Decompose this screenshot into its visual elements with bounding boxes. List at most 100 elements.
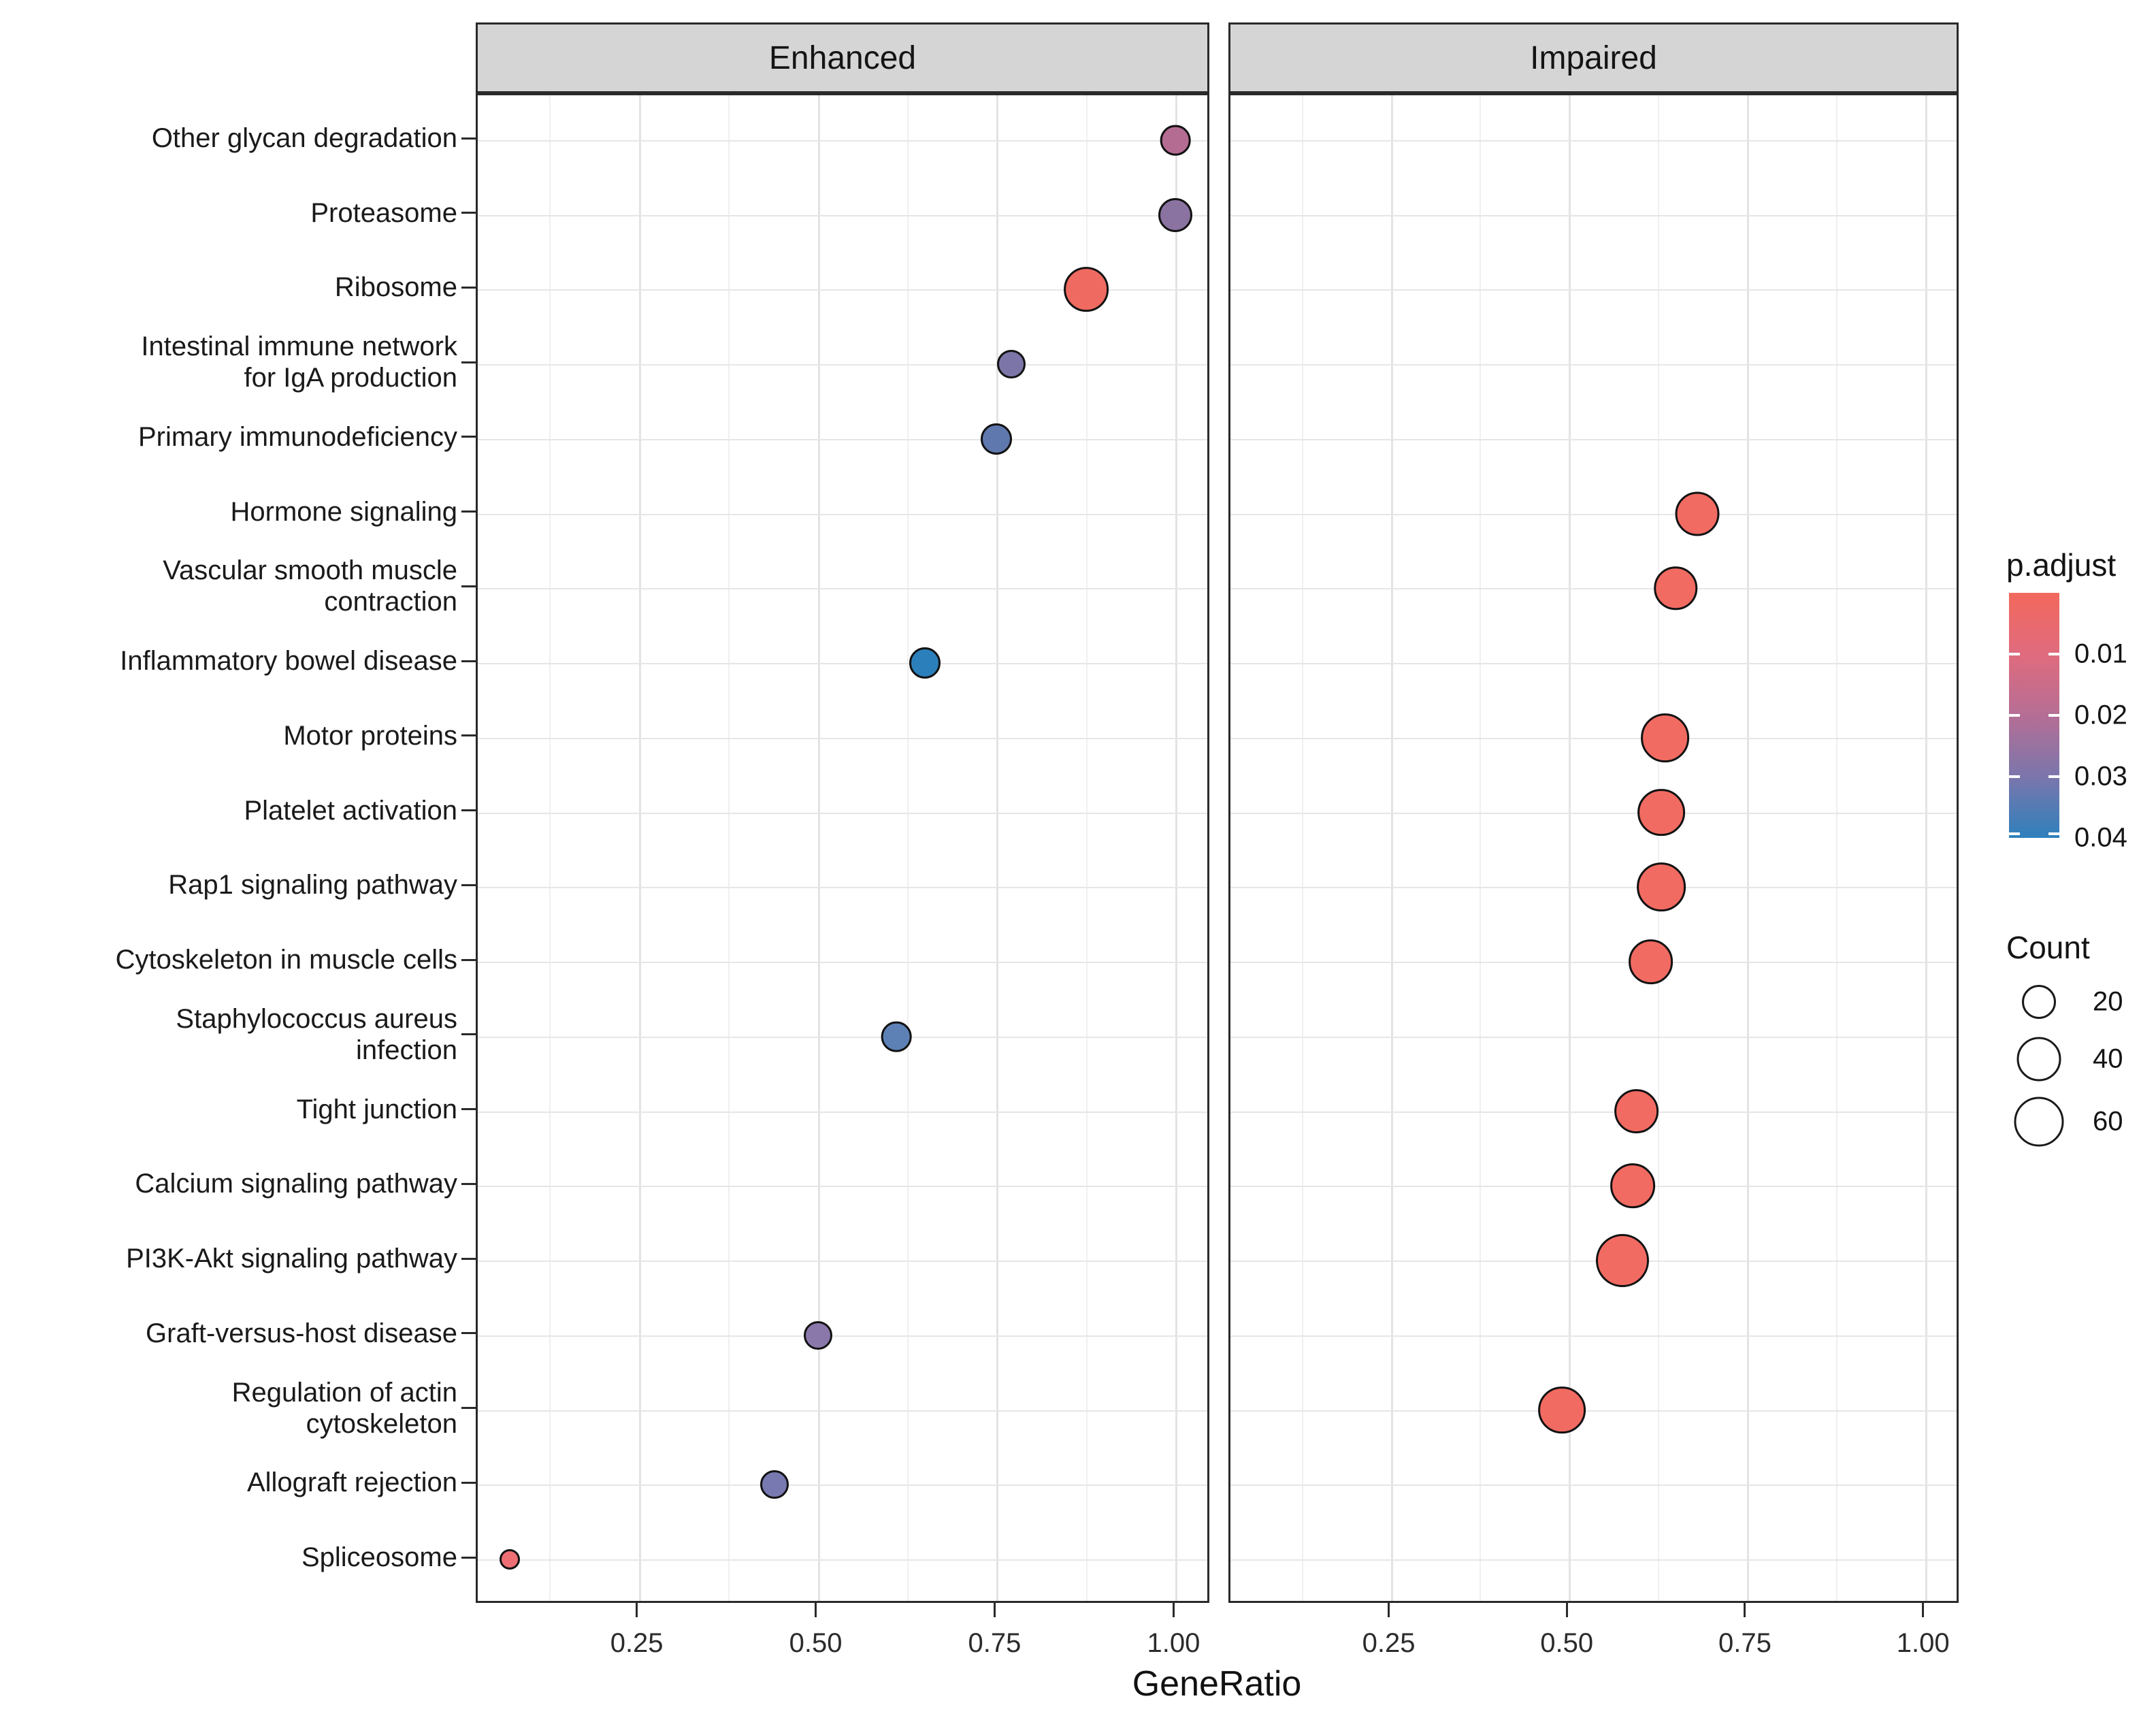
gridline-row [478, 737, 1207, 739]
gradient-tick-mark [2048, 832, 2059, 835]
gridline-row [478, 1036, 1207, 1038]
data-point [500, 1549, 521, 1570]
y-tick-mark [461, 958, 476, 961]
y-tick-mark [461, 1033, 476, 1036]
x-tick-mark [1172, 1603, 1175, 1617]
y-tick-mark [461, 1332, 476, 1335]
gridline-row [1230, 1410, 1957, 1412]
y-axis-label: Motor proteins [283, 720, 457, 751]
gradient-tick-mark [2009, 653, 2020, 655]
data-point [1537, 1386, 1586, 1434]
gridline-row [478, 140, 1207, 142]
legend-padjust-value: 0.01 [2074, 638, 2127, 669]
x-tick-label: 0.25 [610, 1628, 664, 1658]
gridline-row [478, 663, 1207, 665]
y-tick-mark [461, 1182, 476, 1185]
gridline-row [1230, 438, 1957, 440]
y-axis-label: Spliceosome [301, 1542, 457, 1572]
gridline-row [1230, 1484, 1957, 1487]
gradient-tick-mark [2009, 714, 2020, 717]
gridline-row [478, 1186, 1207, 1188]
y-tick-mark [461, 1108, 476, 1111]
x-axis-title: GeneRatio [1132, 1664, 1302, 1704]
gradient-tick-mark [2048, 775, 2059, 778]
data-point [1654, 566, 1698, 611]
gridline-row [1230, 1111, 1957, 1113]
gridline-row [1230, 962, 1957, 964]
y-axis-label: Other glycan degradation [151, 123, 457, 153]
gridline-row [478, 1410, 1207, 1412]
y-tick-mark [461, 361, 476, 363]
gridline-row [478, 1484, 1207, 1487]
gridline-row [478, 289, 1207, 291]
data-point [981, 423, 1013, 455]
x-tick-mark [1388, 1603, 1390, 1617]
gridline-row [478, 364, 1207, 366]
data-point [909, 647, 941, 679]
x-tick-mark [993, 1603, 996, 1617]
data-point [1628, 939, 1673, 984]
gridline-major [1569, 95, 1571, 1601]
gridline-major [1925, 95, 1927, 1601]
data-point [881, 1021, 912, 1052]
y-tick-mark [461, 809, 476, 812]
data-point [996, 350, 1026, 379]
gridline-row [478, 812, 1207, 814]
data-point [1064, 267, 1109, 312]
gradient-tick-mark [2009, 832, 2020, 835]
y-axis-label: Vascular smooth muscle contraction [163, 555, 457, 617]
legend-count-circle [2016, 1037, 2061, 1082]
y-axis-label: Platelet activation [244, 795, 457, 826]
gradient-tick-mark [2009, 775, 2020, 778]
y-tick-mark [461, 883, 476, 886]
y-axis-label: Regulation of actin cytoskeleton [231, 1377, 457, 1439]
plot-panel-impaired [1228, 93, 1959, 1603]
gridline-minor [1480, 95, 1482, 1601]
data-point [803, 1320, 832, 1350]
gridline-row [1230, 214, 1957, 216]
data-point [1614, 1088, 1659, 1134]
y-axis-label: Intestinal immune network for IgA produc… [141, 331, 457, 393]
y-axis-label: Graft-versus-host disease [146, 1318, 457, 1348]
y-axis-label: Calcium signaling pathway [135, 1169, 457, 1199]
gridline-minor [907, 95, 909, 1601]
y-tick-mark [461, 1257, 476, 1260]
legend-padjust-title: p.adjust [2006, 547, 2117, 583]
y-axis-label: Primary immunodeficiency [137, 421, 457, 452]
gridline-major [1175, 95, 1178, 1601]
y-tick-mark [461, 734, 476, 737]
gridline-row [478, 887, 1207, 889]
y-tick-mark [461, 660, 476, 662]
gridline-row [1230, 1036, 1957, 1038]
x-tick-label: 1.00 [1896, 1628, 1950, 1658]
facet-strip-impaired-label: Impaired [1530, 39, 1657, 76]
y-tick-mark [461, 137, 476, 140]
gridline-major [638, 95, 641, 1601]
gridline-row [1230, 1335, 1957, 1337]
gridline-row [1230, 1261, 1957, 1263]
y-tick-mark [461, 510, 476, 513]
gridline-row [478, 513, 1207, 515]
y-axis-label: Cytoskeleton in muscle cells [115, 945, 457, 975]
y-tick-mark [461, 212, 476, 214]
x-tick-label: 1.00 [1147, 1628, 1200, 1658]
legend-count-value: 60 [2093, 1106, 2123, 1137]
y-tick-mark [461, 286, 476, 289]
gridline-row [1230, 513, 1957, 515]
gridline-minor [1658, 95, 1660, 1601]
x-tick-mark [815, 1603, 817, 1617]
x-tick-label: 0.50 [789, 1628, 843, 1658]
gridline-row [1230, 887, 1957, 889]
data-point [1595, 1234, 1649, 1288]
legend-padjust-value: 0.04 [2074, 822, 2127, 853]
data-point [1610, 1163, 1656, 1209]
facet-strip-enhanced: Enhanced [476, 22, 1209, 93]
y-tick-mark [461, 1407, 476, 1410]
gridline-row [478, 1111, 1207, 1113]
data-point [1637, 788, 1686, 837]
y-axis-label: Proteasome [310, 197, 457, 228]
x-tick-label: 0.50 [1540, 1628, 1594, 1658]
x-tick-mark [1565, 1603, 1568, 1617]
data-point [1640, 713, 1690, 762]
